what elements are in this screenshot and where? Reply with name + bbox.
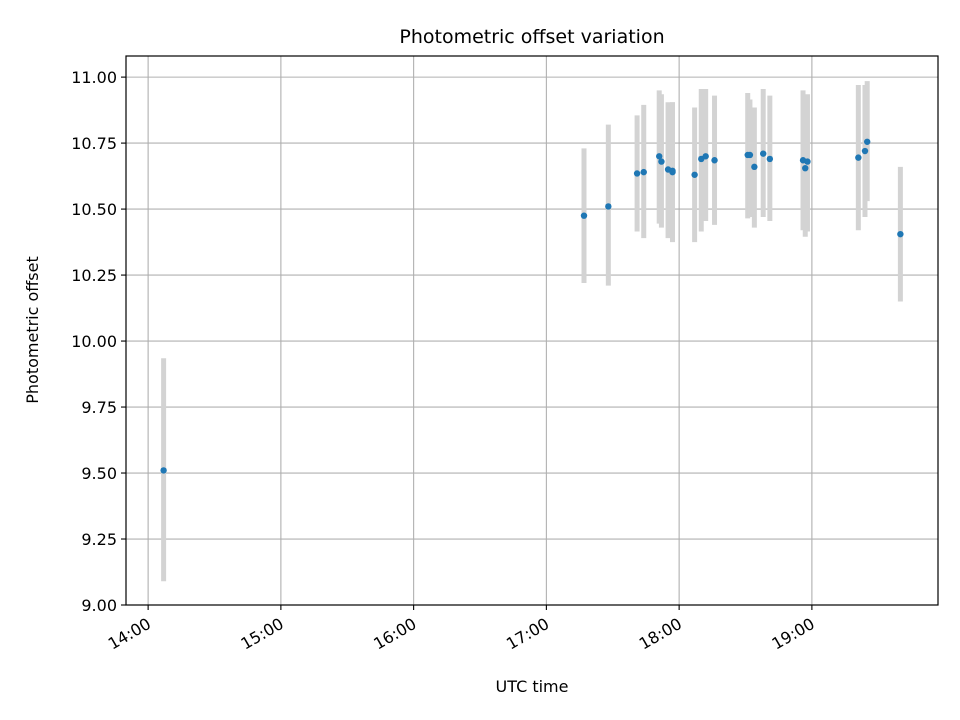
x-tick-label: 19:00 (768, 614, 817, 654)
y-tick-label: 10.50 (71, 200, 117, 219)
data-point (669, 167, 676, 175)
data-point (658, 158, 665, 165)
x-tick-label: 18:00 (636, 614, 685, 654)
x-axis-label: UTC time (496, 677, 569, 696)
data-point (605, 203, 612, 210)
chart-title: Photometric offset variation (399, 26, 664, 48)
data-point (580, 212, 588, 219)
y-tick-label: 9.50 (81, 464, 117, 483)
y-axis-label: Photometric offset (23, 256, 42, 404)
y-axis-ticks: 9.00 9.25 9.50 9.75 10.00 10.25 10.50 10.75 11.0… (71, 68, 126, 615)
y-tick-label: 11.00 (71, 68, 117, 87)
y-tick-label: 10.25 (71, 266, 117, 285)
plot-frame (125, 55, 939, 606)
data-point (656, 153, 663, 160)
data-point (640, 168, 647, 176)
data-point (691, 171, 698, 178)
data-point (760, 150, 767, 157)
x-tick-label: 16:00 (370, 614, 419, 654)
x-tick-label: 15:00 (237, 614, 286, 654)
x-tick-label: 14:00 (105, 614, 154, 654)
y-tick-label: 10.75 (71, 134, 117, 153)
error-bars (161, 81, 903, 582)
x-tick-label: 17:00 (503, 614, 552, 654)
grid (126, 56, 938, 606)
data-point (766, 155, 774, 163)
data-point (160, 467, 167, 474)
data-point (633, 170, 641, 177)
y-tick-label: 9.75 (81, 398, 117, 417)
data-point (897, 230, 904, 238)
data-point (711, 157, 718, 164)
data-point (804, 158, 811, 165)
data-point (746, 151, 754, 159)
data-point (863, 138, 871, 145)
y-tick-label: 9.00 (81, 596, 117, 615)
y-tick-label: 9.25 (81, 530, 117, 549)
x-axis-ticks: 14:00 15:00 16:00 17:00 18:00 19:00 (105, 605, 818, 654)
data-point (802, 164, 809, 172)
data-point (702, 153, 709, 160)
data-point (861, 147, 869, 155)
data-points (160, 138, 904, 474)
y-tick-label: 10.00 (71, 332, 117, 351)
data-point (855, 154, 862, 161)
data-point (751, 163, 758, 171)
